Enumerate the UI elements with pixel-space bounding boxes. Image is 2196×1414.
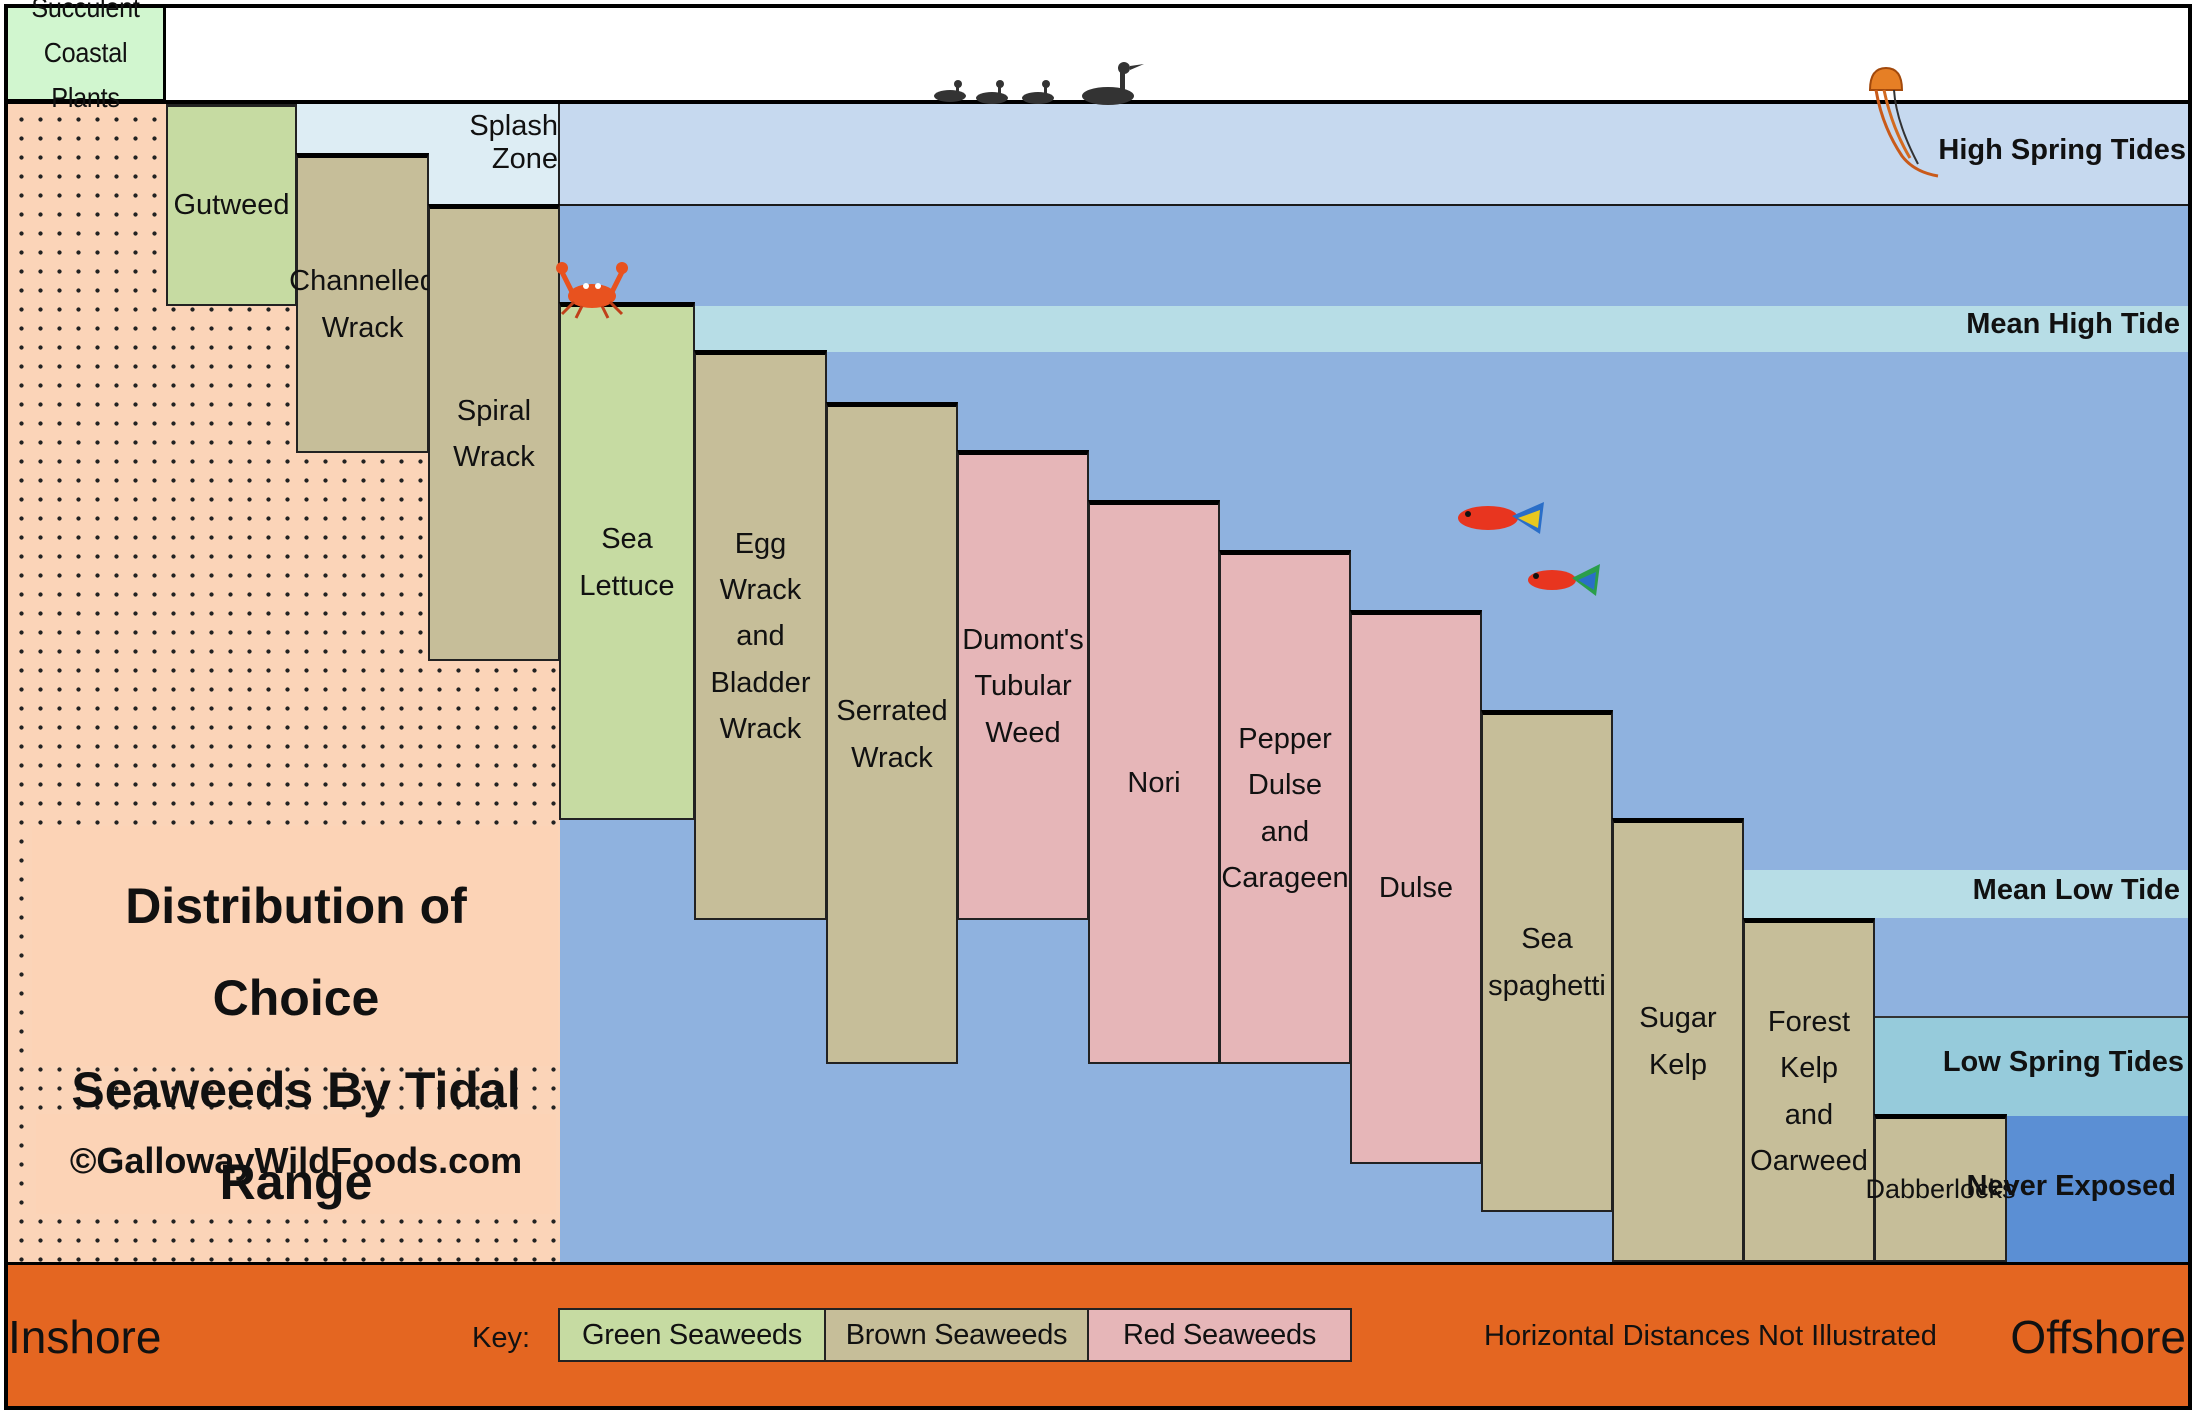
seaweed-dabberlocks: Dabberlocks [1865,1114,2016,1262]
seaweed-egg-bladder-wrack: Egg Wrack and Bladder Wrack [694,350,827,920]
bird-icon [934,80,966,102]
seaweed-pepper-dulse-carageen: Pepper Dulse and Carageen [1219,550,1351,1064]
bird-icon [1022,80,1054,104]
bird-icon [1082,62,1144,105]
band-label-high-spring-tides: High Spring Tides [1938,134,2186,166]
seaweed-sea-spaghetti: Sea spaghetti [1481,710,1613,1212]
fish-icon [1528,564,1600,596]
key-red: Red Seaweeds [1087,1308,1352,1362]
horizontal-note: Horizontal Distances Not Illustrated [1484,1320,1937,1352]
crab-icon [556,262,628,319]
band-label-mean-low-tide: Mean Low Tide [1972,874,2180,906]
title-line-1: Distribution of Choice [125,878,467,1026]
diagram-title: Distribution of Choice Seaweeds By Tidal… [36,860,556,1228]
mean-low-band [1742,870,2188,918]
seaweed-sugar-kelp: Sugar Kelp [1612,818,1744,1262]
succulent-label: Succulent Coastal Plants [31,0,140,113]
title-panel [32,826,558,1066]
seaweed-serrated-wrack: Serrated Wrack [826,402,958,1064]
never-exposed-band [2006,1116,2188,1262]
seaweed-gutweed: Gutweed [166,104,297,306]
band-label-mean-high-tide: Mean High Tide [1966,308,2180,340]
seaweed-dumonts-tubular-weed: Dumont's Tubular Weed [957,450,1089,920]
birds-group [934,62,1144,105]
key-green: Green Seaweeds [558,1308,826,1362]
copyright-text: ©GallowayWildFoods.com [69,1140,523,1181]
bird-icon [976,80,1008,104]
key-label: Key: [472,1322,531,1354]
key-brown: Brown Seaweeds [824,1308,1089,1362]
seaweed-forest-kelp-oarweed: Forest Kelp and Oarweed [1743,918,1875,1262]
succulent-coastal-plants-box: Succulent Coastal Plants [8,0,166,113]
band-label-low-spring-tides: Low Spring Tides [1942,1046,2184,1078]
seaweed-sea-lettuce: Sea Lettuce [559,302,695,820]
mean-high-band [694,306,2188,352]
jellyfish-icon [1868,66,1939,178]
splash-zone-label: Splash Zone [469,110,558,175]
seaweed-nori: Nori [1088,500,1220,1064]
high-spring-band [560,104,2188,206]
sky-strip [8,8,2188,102]
seaweed-spiral-wrack: Spiral Wrack [428,204,560,661]
band-label-never-exposed: Never Exposed [1966,1170,2176,1202]
seaweed-dulse: Dulse [1350,610,1482,1164]
title-line-2: Seaweeds By Tidal Range [71,1062,521,1210]
copyright-panel [36,1114,556,1214]
offshore-label: Offshore [2010,1311,2186,1363]
fish-icon [1458,502,1544,534]
low-spring-band [1874,1016,2188,1116]
inshore-label: Inshore [8,1311,162,1363]
diagram-frame [4,4,2192,1410]
seaweed-channelled-wrack: Channelled Wrack [289,153,436,453]
